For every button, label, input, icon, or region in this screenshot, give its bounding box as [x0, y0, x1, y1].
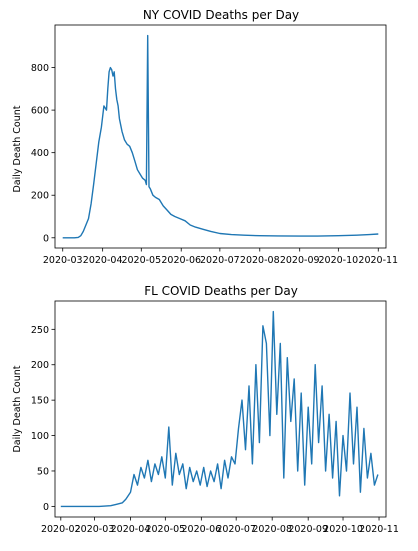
ny-x-tick-label: 2020-05 [121, 255, 161, 266]
fl-axis-ticks: 2020-022020-032020-042020-052020-062020-… [31, 325, 399, 535]
fl-x-tick-label: 2020-05 [145, 524, 185, 535]
fl-x-tick-label: 2020-04 [111, 524, 151, 535]
ny-y-tick-label: 400 [31, 148, 49, 159]
fl-x-tick-label: 2020-06 [181, 524, 221, 535]
ny-plot-area [62, 34, 379, 239]
ny-x-tick-label: 2020-09 [280, 255, 320, 266]
ny-chart-title: NY COVID Deaths per Day [143, 8, 299, 22]
fl-x-tick-label: 2020-02 [41, 524, 81, 535]
fl-plot-area [60, 310, 379, 508]
fl-y-tick-label: 100 [31, 431, 49, 442]
fl-deaths-line [60, 310, 379, 508]
ny-x-tick-label: 2020-06 [161, 255, 201, 266]
fl-x-tick-label: 2020-03 [75, 524, 115, 535]
fl-chart-title: FL COVID Deaths per Day [144, 284, 298, 298]
fl-x-tick-label: 2020-10 [323, 524, 363, 535]
fl-y-tick-label: 250 [31, 325, 49, 336]
ny-x-tick-label: 2020-04 [83, 255, 123, 266]
fl-y-tick-label: 150 [31, 396, 49, 407]
fl-plot-frame [54, 300, 387, 518]
ny-x-tick-label: 2020-08 [240, 255, 280, 266]
fl-x-tick-label: 2020-08 [252, 524, 292, 535]
ny-deaths-line [62, 34, 379, 239]
ny-x-tick-label: 2020-10 [318, 255, 358, 266]
ny-y-tick-label: 0 [43, 233, 49, 244]
fl-x-tick-label: 2020-11 [359, 524, 399, 535]
ny-y-tick-label: 600 [31, 106, 49, 117]
fl-y-tick-label: 200 [31, 360, 49, 371]
ny-x-tick-label: 2020-11 [358, 255, 398, 266]
ny-x-tick-label: 2020-07 [200, 255, 240, 266]
ny-y-tick-label: 800 [31, 63, 49, 74]
fl-x-tick-label: 2020-09 [288, 524, 328, 535]
fl-y-axis-label: Daily Death Count [12, 365, 23, 452]
fl-y-tick-label: 50 [37, 466, 49, 477]
ny-y-tick-label: 200 [31, 191, 49, 202]
ny-plot-frame [54, 24, 387, 249]
ny-chart: NY COVID Deaths per Day Daily Death Coun… [12, 8, 398, 266]
ny-x-tick-label: 2020-03 [43, 255, 83, 266]
fl-y-tick-label: 0 [43, 502, 49, 513]
ny-y-axis-label: Daily Death Count [12, 105, 23, 192]
fl-x-tick-label: 2020-07 [216, 524, 256, 535]
fl-chart: FL COVID Deaths per Day Daily Death Coun… [12, 284, 399, 535]
